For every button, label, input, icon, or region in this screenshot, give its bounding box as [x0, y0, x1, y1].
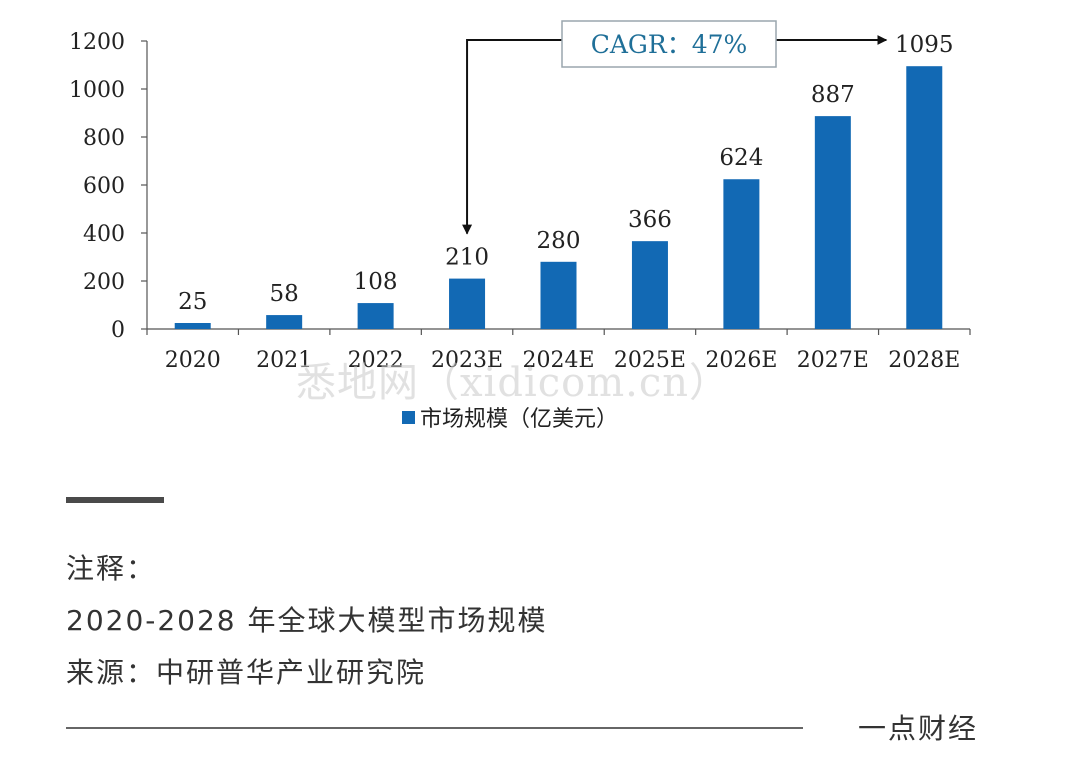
- bar: [357, 303, 394, 329]
- bar: [814, 116, 851, 330]
- data-label: 280: [537, 228, 581, 254]
- legend-swatch: [402, 411, 415, 424]
- footer-divider: [66, 727, 803, 729]
- bars-group: [174, 66, 943, 330]
- y-tick-label: 0: [111, 318, 125, 343]
- x-tick-label: 2022: [348, 348, 404, 373]
- x-tick-label: 2026E: [705, 348, 777, 373]
- x-tick-label: 2023E: [431, 348, 503, 373]
- data-label: 58: [270, 281, 299, 307]
- notes-accent-bar: [66, 497, 164, 503]
- notes-heading: 注释：: [66, 552, 157, 585]
- bar-chart: 0 200 400 600 800 1000 1200 2020 2021 2022 2023E 20…: [69, 20, 971, 432]
- bar: [540, 261, 577, 329]
- data-label: 108: [354, 269, 398, 295]
- cagr-text: CAGR：47%: [591, 30, 748, 59]
- x-tick-label: 2028E: [888, 348, 960, 373]
- cagr-box: [561, 20, 777, 68]
- bar: [266, 315, 303, 329]
- bar: [723, 179, 760, 329]
- legend: 市场规模（亿美元）: [402, 407, 618, 432]
- bar: [174, 323, 211, 329]
- brand-name: 一点财经: [858, 712, 979, 745]
- cagr-arrow-down: [462, 39, 562, 235]
- data-labels-group: 25 58 108 210 280 366 624 887 1095: [178, 32, 953, 315]
- legend-label: 市场规模（亿美元）: [420, 407, 618, 432]
- y-tick-label: 1200: [69, 30, 125, 55]
- chart-axes: 0 200 400 600 800 1000 1200 2020 2021 2022 2023E 20…: [69, 30, 971, 373]
- y-tick-label: 200: [83, 270, 125, 295]
- data-label: 366: [628, 207, 672, 233]
- x-tick-label: 2025E: [614, 348, 686, 373]
- x-tick-label: 2021: [256, 348, 312, 373]
- y-tick-label: 800: [83, 126, 125, 151]
- data-label: 887: [811, 82, 855, 108]
- x-tick-label: 2024E: [522, 348, 594, 373]
- bar: [449, 278, 486, 329]
- data-label: 624: [719, 145, 763, 171]
- bar: [906, 66, 943, 329]
- cagr-annotation: CAGR：47%: [462, 20, 888, 235]
- data-label: 210: [445, 245, 489, 271]
- x-tick-label: 2027E: [797, 348, 869, 373]
- y-tick-label: 1000: [69, 78, 125, 103]
- notes-block: 注释： 2020-2028 年全球大模型市场规模 来源：中研普华产业研究院: [66, 543, 548, 699]
- bar: [631, 241, 668, 329]
- y-tick-label: 400: [83, 222, 125, 247]
- data-label: 1095: [895, 32, 954, 58]
- y-tick-label: 600: [83, 174, 125, 199]
- notes-caption: 2020-2028 年全球大模型市场规模: [66, 604, 548, 637]
- x-tick-label: 2020: [165, 348, 221, 373]
- notes-source: 来源：中研普华产业研究院: [66, 656, 427, 689]
- data-label: 25: [178, 289, 207, 315]
